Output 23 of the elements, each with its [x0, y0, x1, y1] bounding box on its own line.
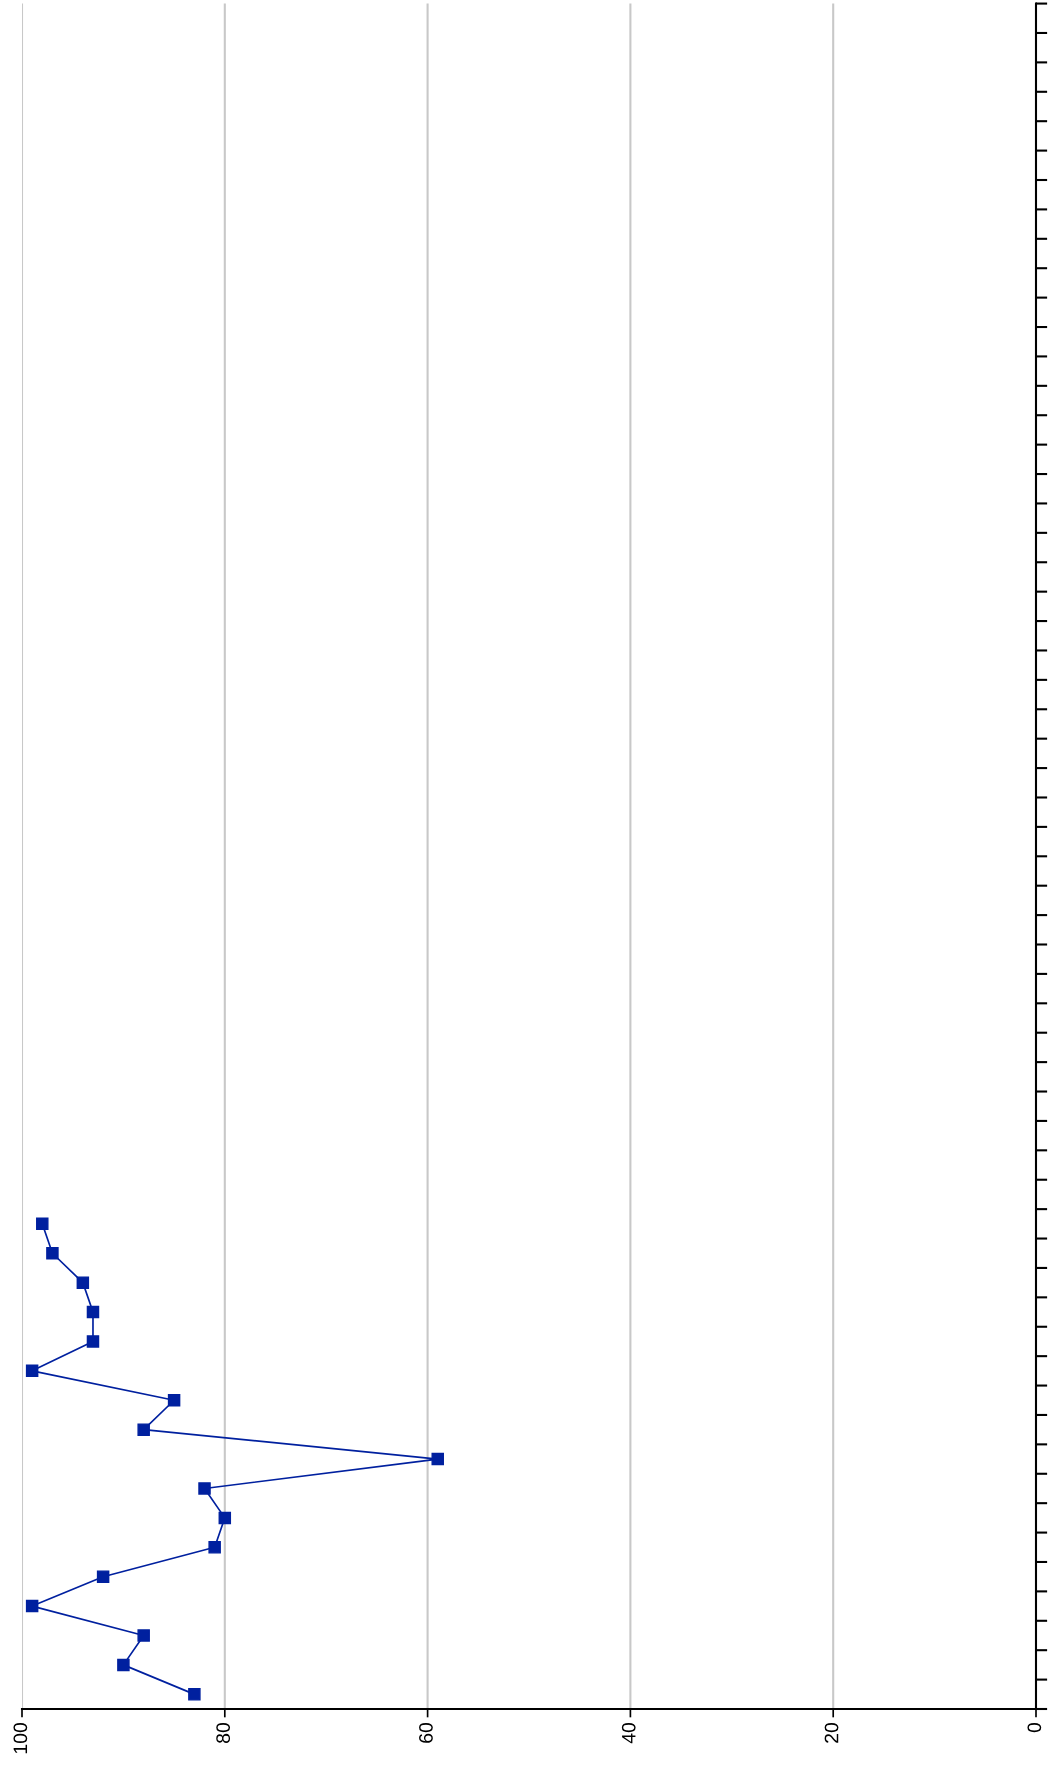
point [208, 1541, 221, 1554]
point [25, 1599, 39, 1613]
point [76, 1276, 90, 1289]
point [137, 1423, 150, 1436]
x-tick-label: 20 [824, 1722, 839, 1743]
point [46, 1246, 59, 1260]
point [137, 1629, 150, 1642]
x-tick-label: 100 [13, 1722, 28, 1754]
x-tick-label: 0 [1027, 1722, 1042, 1733]
point [218, 1511, 232, 1525]
point [25, 1364, 39, 1378]
x-tick-label: 60 [419, 1722, 433, 1743]
point [86, 1305, 100, 1319]
point [167, 1394, 181, 1407]
point [96, 1570, 110, 1583]
x-tick-label: 40 [621, 1722, 636, 1744]
point [117, 1658, 130, 1672]
x-tick-label: 80 [216, 1722, 231, 1743]
point [86, 1335, 100, 1348]
point [188, 1688, 201, 1701]
point [198, 1482, 211, 1495]
point [431, 1452, 444, 1466]
point [36, 1217, 49, 1231]
